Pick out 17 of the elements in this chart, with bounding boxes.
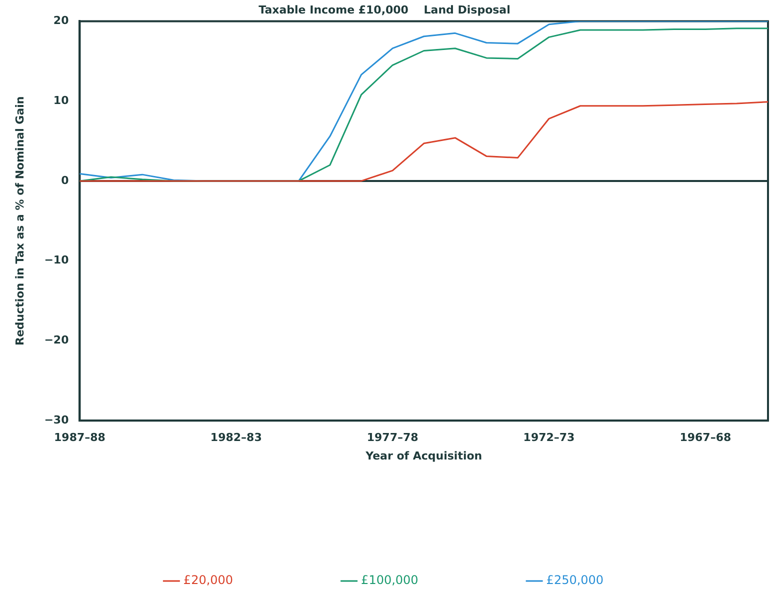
x-tick-label: 1972–73 bbox=[523, 431, 575, 444]
legend-label: £20,000 bbox=[183, 573, 234, 588]
x-tick-label: 1982–83 bbox=[210, 431, 262, 444]
y-tick-label: 20 bbox=[53, 14, 70, 28]
legend-label: £250,000 bbox=[546, 573, 604, 588]
y-tick-label: −30 bbox=[44, 413, 70, 426]
chart-title: Taxable Income £10,000 Land Disposal bbox=[258, 3, 510, 16]
legend-label: £100,000 bbox=[361, 573, 418, 588]
x-tick-label: 1977–78 bbox=[366, 431, 418, 444]
y-axis-title: Reduction in Tax as a % of Nominal Gain bbox=[13, 96, 26, 346]
y-tick-label: −10 bbox=[44, 254, 70, 267]
y-tick-label: 10 bbox=[53, 94, 70, 107]
x-tick-label: 1987–88 bbox=[54, 431, 106, 444]
x-tick-label: 1967–68 bbox=[680, 431, 732, 444]
y-tick-label: 0 bbox=[61, 174, 70, 187]
x-axis-title: Year of Acquisition bbox=[364, 449, 482, 462]
y-tick-label: −20 bbox=[44, 334, 70, 347]
